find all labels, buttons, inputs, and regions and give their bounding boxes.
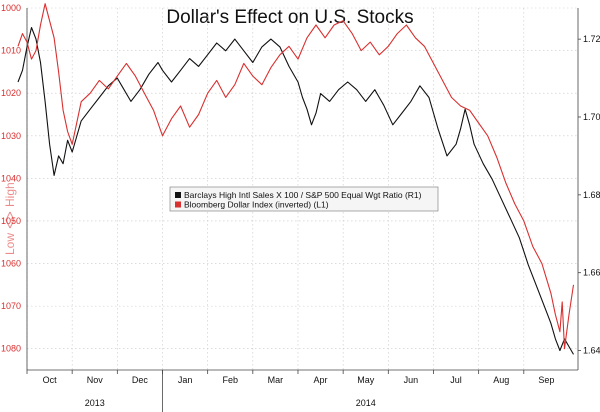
left-tick-label: 1050 [1,216,21,226]
x-month-label: Dec [132,375,149,385]
right-tick-label: 1.72 [583,34,600,44]
legend: Barclays High Intl Sales X 100 / S&P 500… [169,186,439,212]
right-tick-label: 1.68 [583,190,600,200]
legend-box [169,186,439,212]
side-label-arrow-icon [9,211,15,229]
x-month-label: Nov [87,375,104,385]
left-tick-label: 1000 [1,3,21,13]
legend-swatch [175,192,181,198]
series-line-2 [17,3,575,350]
x-month-label: Oct [43,375,58,385]
x-year-label: 2014 [356,398,376,408]
series-line-1 [17,26,574,355]
x-month-label: Feb [222,375,238,385]
legend-label: Bloomberg Dollar Index (inverted) (L1) [184,200,329,210]
left-tick-label: 1030 [1,131,21,141]
left-tick-label: 1020 [1,88,21,98]
chart-title: Dollar's Effect on U.S. Stocks [166,7,413,28]
right-tick-label: 1.64 [583,346,600,356]
left-tick-label: 1040 [1,173,21,183]
left-tick-label: 1070 [1,301,21,311]
left-tick-label: 1060 [1,259,21,269]
side-label-arrow-icon [5,211,11,229]
side-label-low: Low [3,233,17,255]
side-label-group: Low High [3,182,17,255]
x-month-label: Sep [538,375,554,385]
x-month-label: Jun [404,375,419,385]
x-month-label: May [357,375,375,385]
x-month-label: Apr [314,375,328,385]
series-lines [17,3,575,355]
right-tick-label: 1.66 [583,268,600,278]
left-tick-label: 1010 [1,46,21,56]
x-month-label: Jan [178,375,193,385]
left-axis-side-label: Low High [3,182,17,255]
left-tick-label: 1080 [1,344,21,354]
axes: 1000 1010 1020 1030 1040 1050 1060 1070 1080 1.72… [1,3,600,412]
x-month-label: Mar [268,375,284,385]
x-month-label: Aug [493,375,509,385]
x-year-label: 2013 [85,398,105,408]
side-label-high: High [3,182,17,207]
right-tick-label: 1.70 [583,112,600,122]
x-month-label: Jul [450,375,462,385]
legend-label: Barclays High Intl Sales X 100 / S&P 500… [184,190,422,200]
legend-swatch [175,201,181,208]
